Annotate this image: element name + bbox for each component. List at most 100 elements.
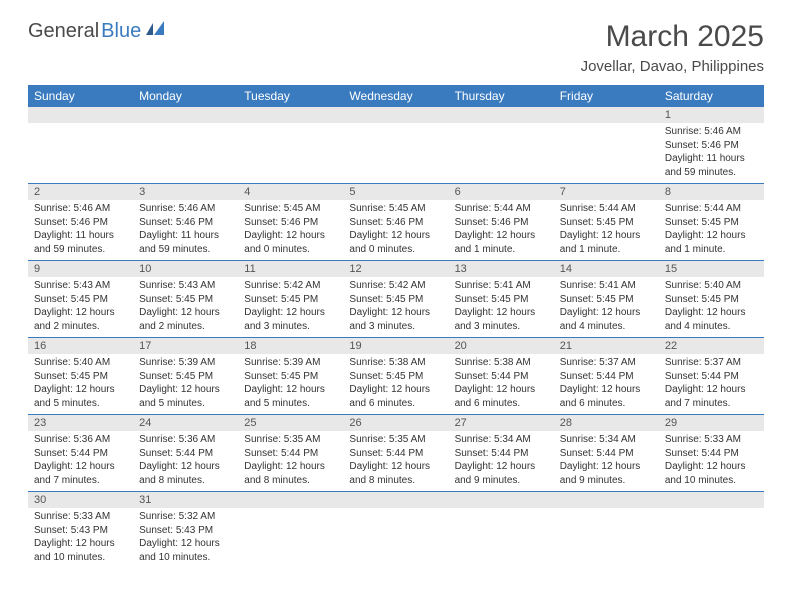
calendar-cell — [554, 492, 659, 569]
logo-text-blue: Blue — [101, 20, 141, 43]
empty-day-number — [238, 492, 343, 508]
empty-day-number — [449, 492, 554, 508]
day-detail: Sunrise: 5:40 AMSunset: 5:45 PMDaylight:… — [28, 354, 133, 414]
calendar-cell — [343, 107, 448, 184]
day-number: 22 — [659, 338, 764, 354]
calendar-cell: 27Sunrise: 5:34 AMSunset: 5:44 PMDayligh… — [449, 415, 554, 492]
day-detail: Sunrise: 5:40 AMSunset: 5:45 PMDaylight:… — [659, 277, 764, 337]
day-number: 27 — [449, 415, 554, 431]
weekday-header: Wednesday — [343, 85, 448, 107]
calendar-cell: 20Sunrise: 5:38 AMSunset: 5:44 PMDayligh… — [449, 338, 554, 415]
day-detail: Sunrise: 5:36 AMSunset: 5:44 PMDaylight:… — [28, 431, 133, 491]
calendar-cell: 8Sunrise: 5:44 AMSunset: 5:45 PMDaylight… — [659, 184, 764, 261]
location: Jovellar, Davao, Philippines — [581, 58, 764, 75]
weekday-header: Friday — [554, 85, 659, 107]
day-detail: Sunrise: 5:43 AMSunset: 5:45 PMDaylight:… — [133, 277, 238, 337]
calendar-cell: 3Sunrise: 5:46 AMSunset: 5:46 PMDaylight… — [133, 184, 238, 261]
calendar-cell: 18Sunrise: 5:39 AMSunset: 5:45 PMDayligh… — [238, 338, 343, 415]
day-number: 21 — [554, 338, 659, 354]
calendar-body: 1Sunrise: 5:46 AMSunset: 5:46 PMDaylight… — [28, 107, 764, 568]
empty-day-number — [238, 107, 343, 123]
day-number: 13 — [449, 261, 554, 277]
calendar-cell — [449, 107, 554, 184]
calendar-cell — [238, 492, 343, 569]
day-number: 16 — [28, 338, 133, 354]
day-number: 29 — [659, 415, 764, 431]
day-number: 1 — [659, 107, 764, 123]
calendar-cell: 26Sunrise: 5:35 AMSunset: 5:44 PMDayligh… — [343, 415, 448, 492]
day-detail: Sunrise: 5:46 AMSunset: 5:46 PMDaylight:… — [133, 200, 238, 260]
calendar-cell — [449, 492, 554, 569]
calendar-cell — [343, 492, 448, 569]
calendar-cell — [659, 492, 764, 569]
day-number: 25 — [238, 415, 343, 431]
day-number: 30 — [28, 492, 133, 508]
calendar-cell: 13Sunrise: 5:41 AMSunset: 5:45 PMDayligh… — [449, 261, 554, 338]
day-number: 28 — [554, 415, 659, 431]
calendar-row: 30Sunrise: 5:33 AMSunset: 5:43 PMDayligh… — [28, 492, 764, 569]
calendar-cell: 21Sunrise: 5:37 AMSunset: 5:44 PMDayligh… — [554, 338, 659, 415]
flag-icon — [146, 21, 168, 42]
empty-day-number — [554, 492, 659, 508]
day-number: 18 — [238, 338, 343, 354]
calendar-cell — [238, 107, 343, 184]
calendar-cell: 31Sunrise: 5:32 AMSunset: 5:43 PMDayligh… — [133, 492, 238, 569]
day-detail: Sunrise: 5:34 AMSunset: 5:44 PMDaylight:… — [554, 431, 659, 491]
calendar-cell: 25Sunrise: 5:35 AMSunset: 5:44 PMDayligh… — [238, 415, 343, 492]
logo: General Blue — [28, 20, 168, 43]
header: General Blue March 2025 Jovellar, Davao,… — [28, 20, 764, 75]
day-detail: Sunrise: 5:35 AMSunset: 5:44 PMDaylight:… — [238, 431, 343, 491]
day-number: 14 — [554, 261, 659, 277]
calendar-cell: 11Sunrise: 5:42 AMSunset: 5:45 PMDayligh… — [238, 261, 343, 338]
calendar-cell: 30Sunrise: 5:33 AMSunset: 5:43 PMDayligh… — [28, 492, 133, 569]
calendar-cell — [133, 107, 238, 184]
calendar-cell: 14Sunrise: 5:41 AMSunset: 5:45 PMDayligh… — [554, 261, 659, 338]
day-detail: Sunrise: 5:43 AMSunset: 5:45 PMDaylight:… — [28, 277, 133, 337]
day-detail: Sunrise: 5:38 AMSunset: 5:45 PMDaylight:… — [343, 354, 448, 414]
calendar-row: 2Sunrise: 5:46 AMSunset: 5:46 PMDaylight… — [28, 184, 764, 261]
calendar-row: 9Sunrise: 5:43 AMSunset: 5:45 PMDaylight… — [28, 261, 764, 338]
weekday-header-row: SundayMondayTuesdayWednesdayThursdayFrid… — [28, 85, 764, 107]
day-detail: Sunrise: 5:44 AMSunset: 5:45 PMDaylight:… — [554, 200, 659, 260]
day-detail: Sunrise: 5:42 AMSunset: 5:45 PMDaylight:… — [343, 277, 448, 337]
day-number: 7 — [554, 184, 659, 200]
day-number: 5 — [343, 184, 448, 200]
calendar-cell: 6Sunrise: 5:44 AMSunset: 5:46 PMDaylight… — [449, 184, 554, 261]
day-number: 10 — [133, 261, 238, 277]
empty-day-number — [133, 107, 238, 123]
day-number: 23 — [28, 415, 133, 431]
day-number: 15 — [659, 261, 764, 277]
calendar-row: 23Sunrise: 5:36 AMSunset: 5:44 PMDayligh… — [28, 415, 764, 492]
day-number: 2 — [28, 184, 133, 200]
day-detail: Sunrise: 5:33 AMSunset: 5:44 PMDaylight:… — [659, 431, 764, 491]
logo-text-dark: General — [28, 20, 99, 43]
calendar-cell: 4Sunrise: 5:45 AMSunset: 5:46 PMDaylight… — [238, 184, 343, 261]
calendar-cell: 16Sunrise: 5:40 AMSunset: 5:45 PMDayligh… — [28, 338, 133, 415]
empty-day-number — [449, 107, 554, 123]
calendar-cell: 23Sunrise: 5:36 AMSunset: 5:44 PMDayligh… — [28, 415, 133, 492]
calendar-cell: 5Sunrise: 5:45 AMSunset: 5:46 PMDaylight… — [343, 184, 448, 261]
calendar-cell — [28, 107, 133, 184]
day-number: 8 — [659, 184, 764, 200]
day-number: 24 — [133, 415, 238, 431]
day-detail: Sunrise: 5:39 AMSunset: 5:45 PMDaylight:… — [133, 354, 238, 414]
calendar-cell: 15Sunrise: 5:40 AMSunset: 5:45 PMDayligh… — [659, 261, 764, 338]
calendar-cell: 10Sunrise: 5:43 AMSunset: 5:45 PMDayligh… — [133, 261, 238, 338]
calendar-row: 1Sunrise: 5:46 AMSunset: 5:46 PMDaylight… — [28, 107, 764, 184]
day-detail: Sunrise: 5:36 AMSunset: 5:44 PMDaylight:… — [133, 431, 238, 491]
weekday-header: Thursday — [449, 85, 554, 107]
empty-day-number — [554, 107, 659, 123]
weekday-header: Saturday — [659, 85, 764, 107]
day-detail: Sunrise: 5:33 AMSunset: 5:43 PMDaylight:… — [28, 508, 133, 568]
day-detail: Sunrise: 5:45 AMSunset: 5:46 PMDaylight:… — [343, 200, 448, 260]
weekday-header: Sunday — [28, 85, 133, 107]
day-detail: Sunrise: 5:41 AMSunset: 5:45 PMDaylight:… — [554, 277, 659, 337]
weekday-header: Monday — [133, 85, 238, 107]
day-detail: Sunrise: 5:41 AMSunset: 5:45 PMDaylight:… — [449, 277, 554, 337]
day-detail: Sunrise: 5:44 AMSunset: 5:46 PMDaylight:… — [449, 200, 554, 260]
day-detail: Sunrise: 5:46 AMSunset: 5:46 PMDaylight:… — [659, 123, 764, 183]
calendar-cell: 1Sunrise: 5:46 AMSunset: 5:46 PMDaylight… — [659, 107, 764, 184]
calendar-cell: 19Sunrise: 5:38 AMSunset: 5:45 PMDayligh… — [343, 338, 448, 415]
empty-day-number — [343, 492, 448, 508]
day-number: 11 — [238, 261, 343, 277]
